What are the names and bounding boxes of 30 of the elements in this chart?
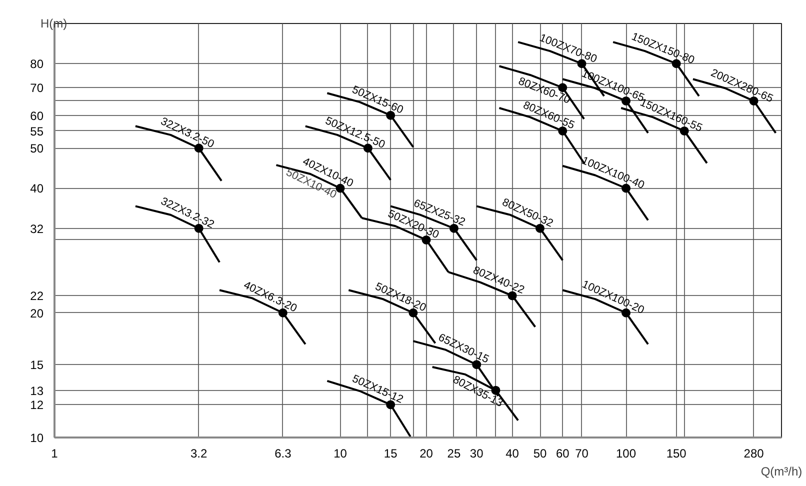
y-axis-title: H(m) <box>40 16 68 30</box>
x-axis-title: Q(m³/h) <box>760 464 802 478</box>
x-tick-label: 6.3 <box>274 446 292 460</box>
y-tick-label: 10 <box>30 431 44 445</box>
y-tick-label: 13 <box>30 384 44 398</box>
y-tick-label: 50 <box>30 142 44 156</box>
y-tick-label: 22 <box>30 289 44 304</box>
x-tick-label: 30 <box>470 446 484 460</box>
y-tick-label: 12 <box>30 398 44 412</box>
x-tick-label: 10 <box>334 446 348 460</box>
y-tick-label: 15 <box>30 358 44 372</box>
x-tick-label: 3.2 <box>190 446 208 460</box>
x-tick-label: 25 <box>447 446 461 460</box>
x-tick-label: 40 <box>506 446 520 460</box>
y-tick-label: 32 <box>30 222 44 236</box>
y-tick-label: 55 <box>30 124 44 138</box>
y-tick-label: 60 <box>30 108 44 123</box>
x-tick-label: 50 <box>533 446 547 460</box>
x-tick-label: 100 <box>616 446 636 460</box>
x-tick-label: 150 <box>666 446 687 460</box>
y-tick-label: 70 <box>30 81 44 96</box>
x-tick-label: 280 <box>744 446 764 460</box>
x-tick-label: 15 <box>384 446 398 460</box>
x-tick-label: 1 <box>51 446 58 460</box>
y-tick-label: 20 <box>30 306 44 320</box>
x-tick-label: 20 <box>420 446 434 460</box>
x-tick-label: 70 <box>575 446 589 460</box>
x-tick-label: 60 <box>556 446 570 460</box>
y-tick-label: 40 <box>30 182 44 196</box>
y-tick-label: 80 <box>30 57 44 72</box>
